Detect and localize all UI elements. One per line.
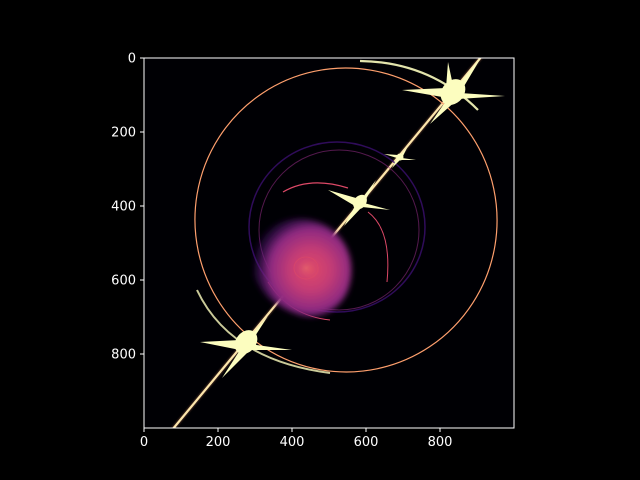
- y-tick-label: 400: [111, 200, 136, 215]
- plot-frame: [143, 57, 515, 429]
- node-large-top: [402, 58, 505, 124]
- x-tick-label: 600: [354, 435, 379, 450]
- y-tick-label: 600: [111, 274, 136, 289]
- node-mid: [328, 180, 390, 226]
- outer-ring: [194, 67, 498, 373]
- inner-ring: [248, 141, 426, 313]
- y-tick-label: 800: [111, 348, 136, 363]
- x-tick-label: 200: [206, 435, 231, 450]
- y-tick-label: 200: [111, 126, 136, 141]
- y-axis: 0 200 400 600 800: [111, 52, 144, 363]
- x-tick-label: 800: [428, 435, 453, 450]
- glow-blob: [254, 218, 352, 317]
- x-tick-label: 0: [140, 435, 148, 450]
- y-tick-label: 0: [128, 52, 136, 67]
- x-tick-label: 400: [280, 435, 305, 450]
- heatmap-image: [144, 58, 514, 428]
- node-small: [384, 146, 416, 168]
- node-large-bottom: [200, 316, 292, 378]
- x-axis: 0 200 400 600 800: [140, 428, 453, 450]
